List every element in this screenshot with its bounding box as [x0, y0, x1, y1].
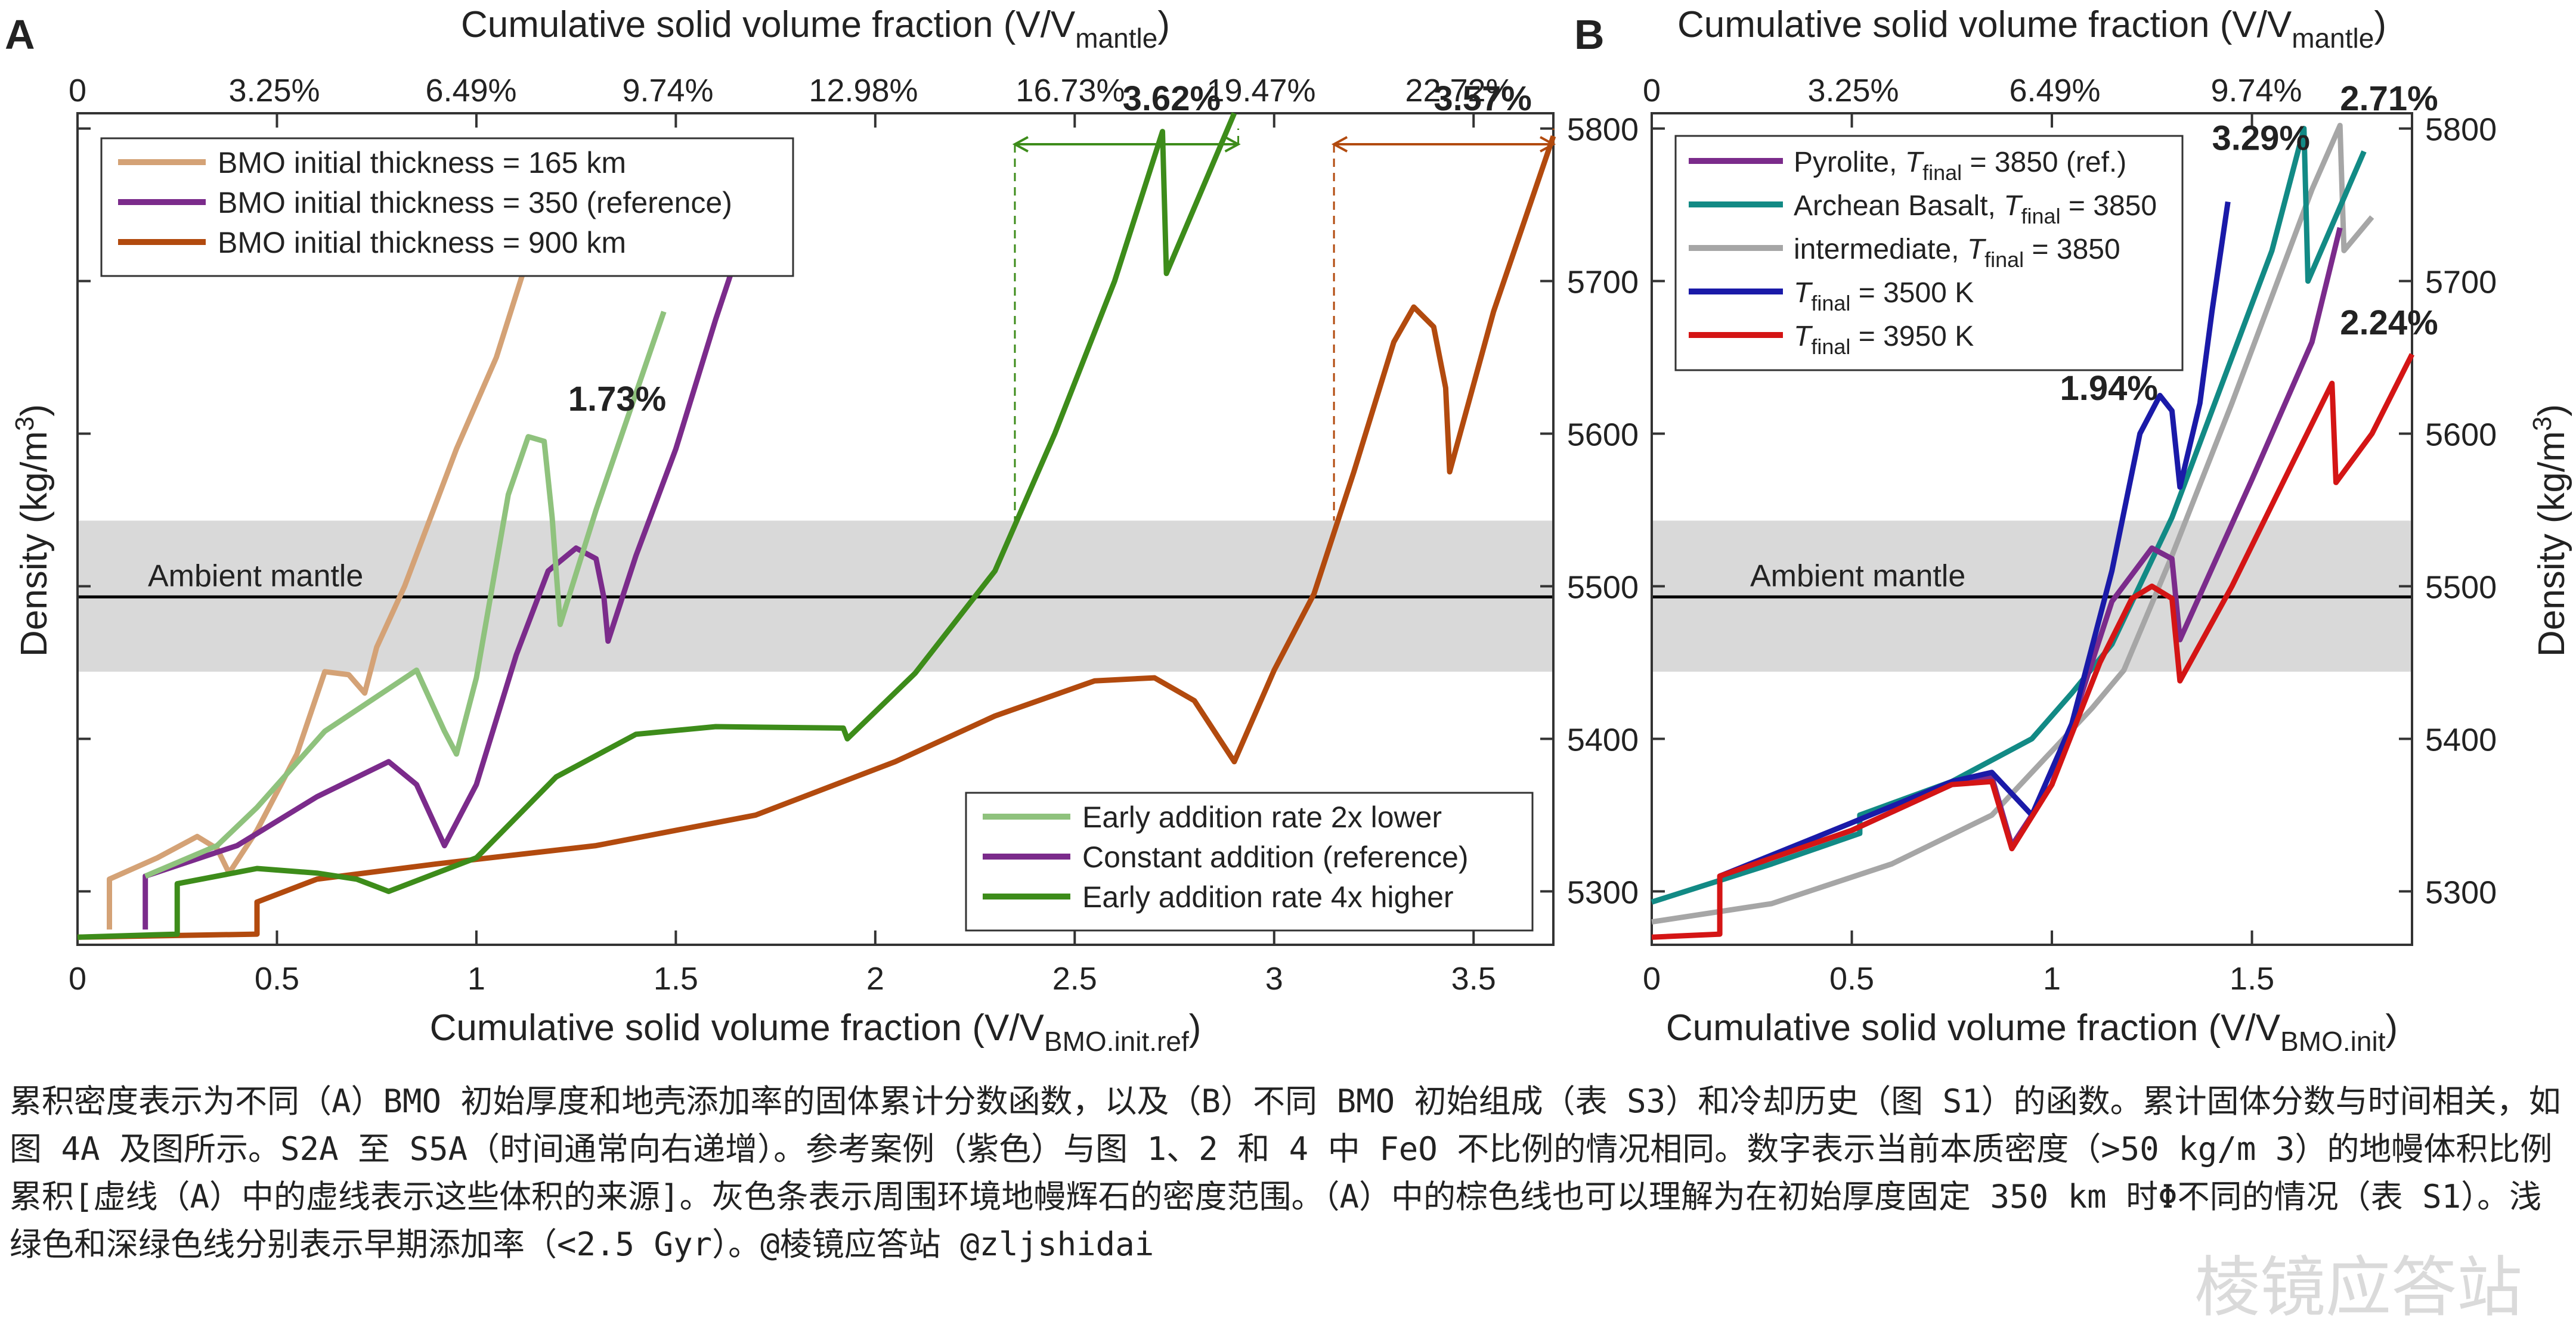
- x-tick-label: 0: [1643, 961, 1661, 997]
- panel-label-b: B: [1574, 11, 1605, 58]
- legend-label: Constant addition (reference): [1082, 840, 1469, 874]
- legend-label: Early addition rate 2x lower: [1082, 801, 1442, 834]
- legend-label: Tfinal = 3950 K: [1794, 321, 1974, 359]
- top-tick-label: 16.73%: [1015, 73, 1125, 108]
- x-axis-title: Cumulative solid volume fraction (V/VBMO…: [1666, 1007, 2398, 1057]
- x-tick-label: 0: [69, 961, 86, 997]
- percent-annotation: 1.73%: [568, 380, 666, 418]
- ambient-mantle-label: Ambient mantle: [148, 559, 363, 593]
- x-tick-label: 3: [1265, 961, 1283, 997]
- series-line-green: [77, 112, 1237, 940]
- percent-annotation: 2.24%: [2340, 303, 2438, 342]
- y-axis-title: Density (kg/m3): [10, 404, 55, 657]
- x-tick-label: 0.5: [1829, 961, 1874, 997]
- x-tick-label: 2: [866, 961, 884, 997]
- legend-label: BMO initial thickness = 165 km: [218, 146, 626, 179]
- legend-label: Pyrolite, Tfinal = 3850 (ref.): [1794, 147, 2126, 185]
- watermark: 棱镜应答站: [2194, 1249, 2522, 1326]
- percent-annotation: 1.94%: [2060, 369, 2157, 408]
- percent-annotation: 3.29%: [2212, 119, 2309, 157]
- panel-a: Ambient mantle 0 0.5 1 1.5 2 2.5 3 3.5 0 3.25% 6.49…: [5, 4, 1556, 1057]
- panel-b: Ambient mantle 0 0.5 1 1.5 0 3.25% 6.49% 9.74% Cu…: [1567, 4, 2572, 1057]
- axes-frame: [76, 112, 1555, 946]
- legend-label: Early addition rate 4x higher: [1082, 880, 1454, 914]
- percent-annotation: 2.71%: [2340, 79, 2438, 118]
- top-tick-label: 3.25%: [1807, 73, 1899, 108]
- top-tick-label: 12.98%: [809, 73, 918, 108]
- legend-label: BMO initial thickness = 350 (reference): [218, 186, 732, 219]
- figure-caption: 累积密度表示为不同（A）BMO 初始厚度和地壳添加率的固体累计分数函数，以及（B…: [10, 1082, 2561, 1263]
- range-arrowhead-left: [1331, 136, 1348, 153]
- legend-thickness: [100, 137, 794, 277]
- y-tick-label-right: 5300: [2425, 874, 2497, 910]
- percent-annotation: 3.57%: [1433, 79, 1531, 118]
- series-line-gray: [1651, 123, 2374, 925]
- y-tick-label-left: 5400: [1567, 722, 1639, 758]
- legend-composition: [1674, 135, 2184, 371]
- top-tick-label: 6.49%: [2009, 73, 2100, 108]
- x-tick-label: 1: [2043, 961, 2061, 997]
- top-tick-label: 0: [69, 73, 86, 108]
- y-tick-label-right: 5500: [2425, 569, 2497, 605]
- figure: Ambient mantle 0 0.5 1 1.5 2 2.5 3 3.5 0 3.25% 6.49…: [5, 4, 2572, 1057]
- range-arrowhead-left: [1012, 136, 1029, 153]
- x-tick-label: 1.5: [2230, 961, 2274, 997]
- series-line-tan: [107, 268, 527, 930]
- top-tick-label: 19.47%: [1206, 73, 1315, 108]
- series-line-brown: [77, 135, 1556, 940]
- series-line-purple: [143, 234, 747, 930]
- x-tick-label: 0.5: [255, 961, 299, 997]
- x-tick-label: 3.5: [1451, 961, 1496, 997]
- y-tick-label-left: 5500: [1567, 569, 1639, 605]
- y-tick-label-right: 5800: [2425, 112, 2497, 148]
- top-axis-title: Cumulative solid volume fraction (V/Vman…: [1677, 4, 2386, 54]
- series-line-blue: [1719, 201, 2231, 879]
- x-tick-label: 1.5: [654, 961, 698, 997]
- top-tick-label: 3.25%: [228, 73, 320, 108]
- top-tick-label: 9.74%: [622, 73, 713, 108]
- y-tick-label-left: 5600: [1567, 417, 1639, 453]
- y-tick-label-right: 5600: [2425, 417, 2497, 453]
- series-line-lightgreen: [144, 311, 667, 879]
- y-tick-label-left: 5700: [1567, 265, 1639, 300]
- x-tick-label: 1: [467, 961, 485, 997]
- range-arrowhead-right: [1540, 136, 1556, 153]
- legend-label: Tfinal = 3500 K: [1794, 277, 1974, 315]
- y-tick-label-left: 5300: [1567, 874, 1639, 910]
- x-tick-label: 2.5: [1052, 961, 1097, 997]
- top-tick-label: 9.74%: [2210, 73, 2302, 108]
- top-tick-label: 0: [1643, 73, 1661, 108]
- y-axis-title: Density (kg/m3): [2528, 404, 2572, 657]
- percent-annotation: 3.62%: [1123, 79, 1221, 118]
- y-tick-label-right: 5700: [2425, 265, 2497, 300]
- series-line-red: [1651, 353, 2415, 940]
- legend-label: Archean Basalt, Tfinal = 3850: [1794, 190, 2157, 228]
- y-tick-label-right: 5400: [2425, 722, 2497, 758]
- x-axis-title: Cumulative solid volume fraction (V/VBMO…: [430, 1007, 1202, 1057]
- legend-label: BMO initial thickness = 900 km: [218, 226, 626, 259]
- range-arrowhead-right: [1224, 136, 1241, 153]
- top-tick-label: 22.72%: [1405, 73, 1514, 108]
- axes-frame: [1651, 112, 2413, 946]
- legend-label: intermediate, Tfinal = 3850: [1794, 234, 2120, 272]
- top-tick-label: 6.49%: [425, 73, 516, 108]
- top-axis-title: Cumulative solid volume fraction (V/Vman…: [461, 4, 1170, 54]
- ambient-mantle-label: Ambient mantle: [1750, 559, 1965, 593]
- y-tick-label-left: 5800: [1567, 112, 1639, 148]
- panel-label-a: A: [5, 11, 35, 58]
